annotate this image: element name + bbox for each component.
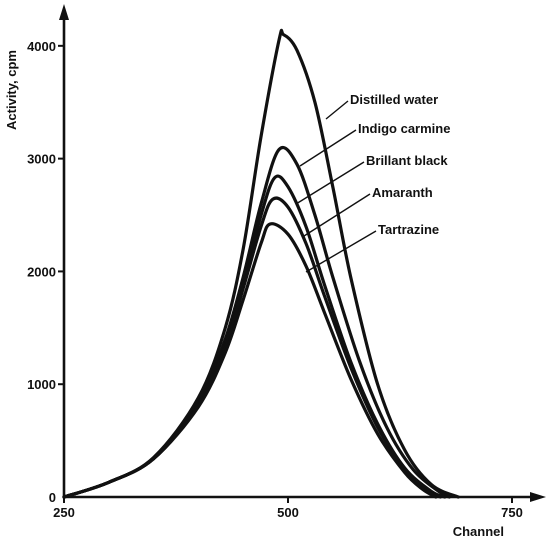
y-axis-title: Activity, cpm [4,50,19,130]
leader-line-brillant-black [295,161,365,205]
axes [59,4,546,502]
x-tick-label: 750 [501,505,523,520]
y-tick-label: 4000 [27,39,56,54]
x-axis-title: Channel [453,524,504,539]
series-label-distilled-water: Distilled water [350,92,438,107]
series-label-indigo-carmine: Indigo carmine [358,121,450,136]
leader-line-indigo-carmine [299,129,357,167]
series-labels: Distilled water Indigo carmine Brillant bl… [295,92,450,273]
y-axis-arrow-icon [59,4,69,20]
y-tick-label: 1000 [27,377,56,392]
curve-tartrazine [62,222,438,499]
curve-distilled-water [62,28,460,499]
x-axis-arrow-icon [530,492,546,502]
ticks: 0 1000 2000 3000 4000 250 500 750 [27,39,523,520]
curves [62,28,460,499]
series-label-brillant-black: Brillant black [366,153,448,168]
series-label-tartrazine: Tartrazine [378,222,439,237]
leader-line-tartrazine [305,230,377,273]
y-tick-label: 0 [49,490,56,505]
y-tick-label: 2000 [27,264,56,279]
x-tick-label: 250 [53,505,75,520]
x-tick-label: 500 [277,505,299,520]
leader-line-amaranth [303,193,371,237]
series-label-amaranth: Amaranth [372,185,433,200]
leader-line-distilled-water [325,100,349,120]
y-tick-label: 3000 [27,152,56,167]
